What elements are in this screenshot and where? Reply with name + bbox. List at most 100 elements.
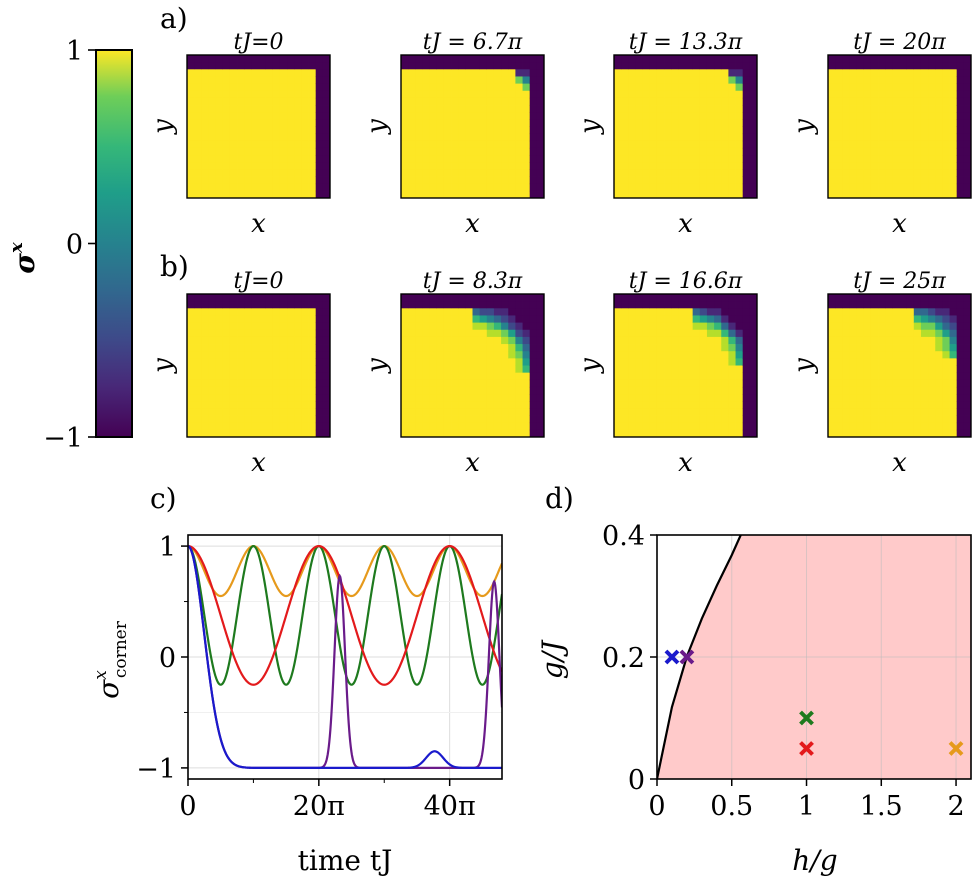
panel-a-cell (949, 62, 958, 70)
panel-b-cell (628, 294, 636, 302)
panel-a-cell (863, 155, 872, 163)
panel-b-cell (515, 365, 523, 374)
panel-a-cell (429, 155, 438, 163)
panel-a-cell (465, 176, 473, 185)
panel-a-cell (828, 140, 836, 149)
panel-a-cell (415, 69, 423, 77)
panel-b-cell (486, 344, 495, 352)
panel-a-cell (728, 90, 736, 99)
panel-b-cell (294, 294, 302, 302)
panel-a-cell (920, 105, 929, 113)
panel-b-cell (735, 351, 744, 359)
panel-a-cell (906, 126, 915, 135)
panel-a-cell (749, 169, 758, 177)
panel-a-cell (942, 190, 950, 199)
panel-a-cell (885, 126, 893, 135)
panel-a-cell (251, 97, 259, 106)
panel-b-cell (735, 329, 744, 338)
panel-b-cell (664, 358, 672, 366)
panel-b-cell (258, 294, 267, 302)
panel-b-cell (229, 394, 238, 402)
panel-a-cell (878, 62, 886, 70)
panel-b-cell (279, 386, 288, 395)
panel-a-cell (322, 140, 331, 149)
panel-a-cell (935, 62, 943, 70)
panel-b-cell (671, 294, 679, 302)
panel-b-cell (685, 351, 694, 359)
panel-a-cell (294, 119, 302, 127)
panel-a-cell (265, 97, 274, 106)
panel-b-cell (443, 301, 452, 309)
panel-a-cell (828, 169, 836, 177)
panel-a-cell (685, 162, 694, 170)
panel-b-cell (621, 429, 629, 438)
panel-a-cell (222, 190, 231, 199)
panel-b-cell (529, 351, 538, 359)
panel-b-cell (692, 429, 701, 438)
panel-a-cell (429, 126, 438, 135)
panel-a-cell (493, 112, 502, 120)
panel-a-cell (408, 183, 416, 192)
panel-a-cell (699, 155, 708, 163)
panel-b-cell (415, 322, 423, 331)
panel-b-cell (222, 315, 231, 323)
panel-b-cell (699, 329, 708, 338)
panel-a-snapshot-title: tJ = 20π (853, 30, 946, 55)
panel-b-cell (251, 315, 259, 323)
panel-a-cell (201, 69, 209, 77)
panel-b-cell (671, 386, 679, 395)
panel-a-cell (515, 126, 523, 135)
panel-b-cell (308, 358, 317, 366)
panel-a-cell (714, 147, 722, 156)
panel-b-cell (472, 408, 481, 416)
panel-b-cell (656, 408, 665, 416)
panel-a-cell (614, 162, 622, 170)
panel-a-cell (649, 69, 658, 77)
panel-b-cell (928, 301, 936, 309)
panel-b-snapshot-frame (400, 293, 545, 438)
panel-b-cell (529, 401, 538, 409)
panel-a-cell (942, 169, 950, 177)
panel-b-cell (870, 351, 879, 359)
panel-b-cell (828, 344, 836, 352)
panel-a-cell (315, 62, 324, 70)
panel-a-cell (515, 133, 523, 142)
panel-a-cell (501, 105, 509, 113)
panel-b-cell (899, 315, 908, 323)
panel-a-cell (835, 133, 843, 142)
panel-a-cell (493, 90, 502, 99)
panel-b-cell (294, 394, 302, 402)
panel-b-cell (436, 394, 445, 402)
panel-b-cell (322, 344, 331, 352)
panel-b-snapshot-frame (613, 293, 758, 438)
panel-a-cell (856, 97, 865, 106)
panel-b-cell (229, 322, 238, 331)
panel-a-cell (222, 169, 231, 177)
panel-a-cell (401, 76, 409, 84)
panel-b-cell (621, 301, 629, 309)
panel-a-cell (208, 76, 216, 84)
panel-a-cell (678, 97, 686, 106)
panel-a-cell (279, 155, 288, 163)
panel-a-cell (294, 162, 302, 170)
panel-b-cell (244, 386, 252, 395)
panel-b-cell (699, 394, 708, 402)
panel-a-cell (279, 133, 288, 142)
panel-a-cell (956, 69, 965, 77)
panel-a-cell (237, 90, 245, 99)
panel-b-cell (272, 429, 281, 438)
panel-b-cell (308, 344, 317, 352)
panel-a-cell (508, 162, 516, 170)
panel-b-cell (635, 358, 643, 366)
panel-b-cell (706, 365, 715, 374)
panel-a-cell (963, 140, 972, 149)
panel-a-cell (892, 112, 900, 120)
panel-b-cell (742, 294, 751, 302)
panel-b-cell (308, 386, 317, 395)
panel-b-cell (265, 358, 274, 366)
panel-a-cell (699, 62, 708, 70)
panel-a-cell (692, 126, 701, 135)
panel-a-cell (749, 55, 758, 63)
panel-a-cell (265, 176, 274, 185)
panel-b-cell (935, 351, 943, 359)
